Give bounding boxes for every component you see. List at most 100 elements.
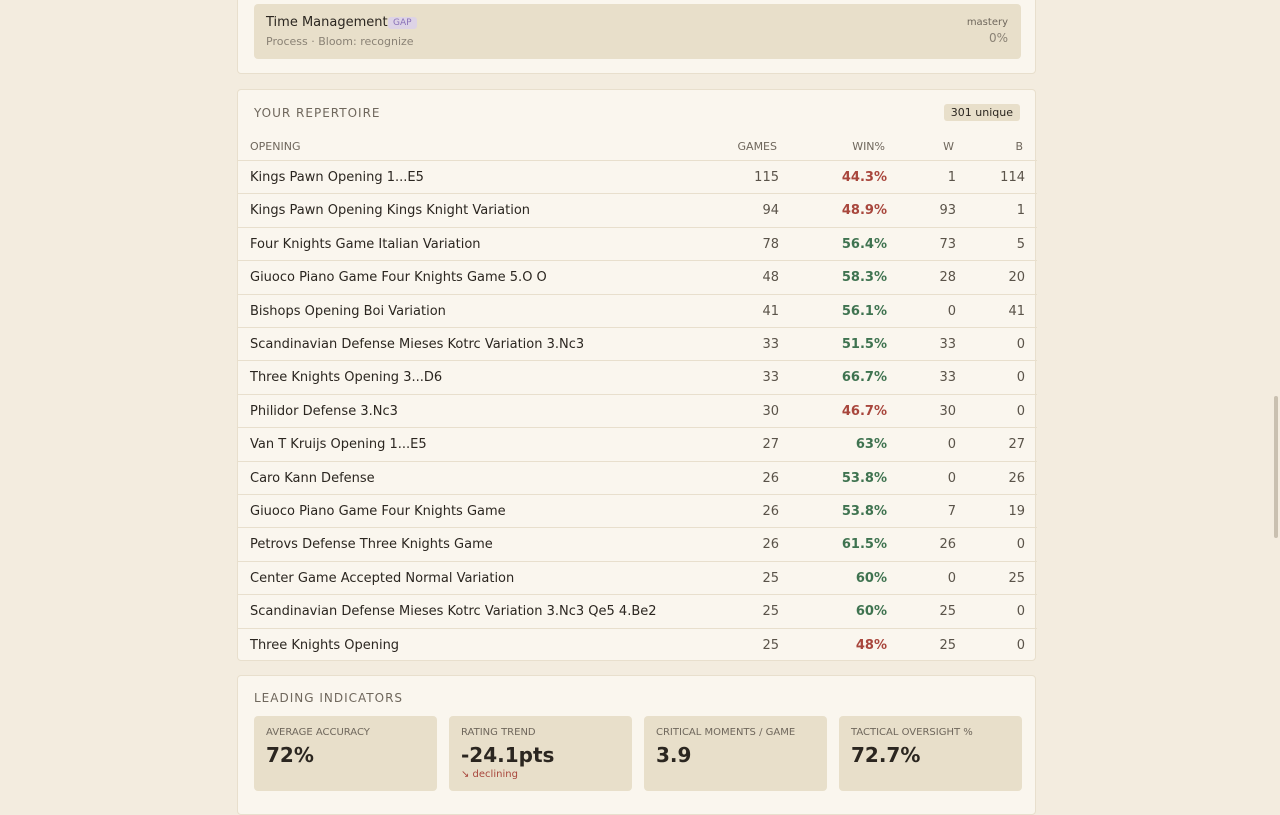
- opening-cell: Bishops Opening Boi Variation: [250, 303, 446, 319]
- win-rate-cell: 66.7%: [841, 370, 887, 386]
- opening-cell: Four Knights Game Italian Variation: [250, 236, 481, 252]
- goal-panel: Time Management GAP Process · Bloom: rec…: [237, 0, 1036, 74]
- opening-cell: Three Knights Opening 3...D6: [250, 370, 443, 386]
- games-cell: 94: [762, 203, 779, 219]
- games-cell: 30: [762, 403, 779, 419]
- indicator-card: CRITICAL MOMENTS / GAME 3.9: [644, 716, 827, 791]
- black-cell: 19: [1008, 504, 1025, 519]
- indicator-card: RATING TREND -24.1pts ↘ declining: [449, 716, 632, 791]
- indicator-value: 72%: [266, 743, 314, 767]
- white-cell: 0: [947, 437, 956, 453]
- table-row: Scandinavian Defense Mieses Kotrc Variat…: [238, 327, 1037, 361]
- opening-cell: Kings Pawn Opening Kings Knight Variatio…: [250, 203, 531, 219]
- games-cell: 25: [762, 637, 779, 653]
- scrollbar[interactable]: [1272, 0, 1280, 800]
- black-cell: 41: [1008, 303, 1025, 319]
- win-rate-cell: 58.3%: [841, 270, 887, 286]
- black-cell: 20: [1008, 270, 1025, 286]
- goal-title: Time Management: [266, 15, 388, 30]
- black-cell: 1: [1016, 203, 1025, 219]
- column-header: W: [943, 140, 954, 153]
- column-header: OPENING: [250, 140, 301, 153]
- black-cell: 25: [1008, 570, 1025, 586]
- white-cell: 73: [939, 236, 956, 252]
- black-cell: 0: [1016, 403, 1025, 419]
- win-rate-cell: 60%: [855, 570, 887, 586]
- opening-cell: Giuoco Piano Game Four Knights Game: [250, 504, 506, 519]
- win-rate-cell: 61.5%: [841, 537, 887, 553]
- mastery-value: 0%: [988, 31, 1008, 45]
- black-cell: 0: [1016, 604, 1025, 620]
- table-row: Van T Kruijs Opening 1...E5 27 63% 0 27: [238, 427, 1037, 461]
- indicator-card: AVERAGE ACCURACY 72%: [254, 716, 437, 791]
- indicator-note: ↘ declining: [461, 769, 518, 780]
- opening-cell: Caro Kann Defense: [250, 470, 375, 486]
- indicator-value: 72.7%: [851, 743, 921, 767]
- black-cell: 0: [1016, 637, 1025, 653]
- indicators-panel: LEADING INDICATORS AVERAGE ACCURACY 72% RA…: [237, 675, 1036, 815]
- goal-card: Time Management GAP Process · Bloom: rec…: [254, 4, 1021, 59]
- white-cell: 28: [939, 270, 956, 286]
- white-cell: 25: [939, 637, 956, 653]
- table-row: Three Knights Opening 25 48% 25 0: [238, 627, 1037, 662]
- opening-cell: Scandinavian Defense Mieses Kotrc Variat…: [250, 604, 657, 620]
- win-rate-cell: 51.5%: [841, 337, 887, 352]
- indicator-label: TACTICAL OVERSIGHT %: [851, 727, 973, 738]
- games-cell: 26: [762, 537, 779, 553]
- games-cell: 25: [762, 570, 779, 586]
- white-cell: 0: [947, 570, 956, 586]
- goal-tag: GAP: [388, 17, 417, 29]
- white-cell: 33: [939, 337, 956, 352]
- table-row: Three Knights Opening 3...D6 33 66.7% 33 0: [238, 360, 1037, 394]
- table-row: Caro Kann Defense 26 53.8% 0 26: [238, 460, 1037, 495]
- win-rate-cell: 56.4%: [841, 236, 887, 252]
- win-rate-cell: 44.3%: [841, 170, 887, 185]
- black-cell: 0: [1016, 370, 1025, 386]
- opening-cell: Center Game Accepted Normal Variation: [250, 570, 515, 586]
- games-cell: 26: [762, 470, 779, 486]
- repertoire-panel: YOUR REPERTOIRE 301 unique OPENING GAMES W…: [237, 89, 1037, 662]
- games-cell: 78: [762, 236, 779, 252]
- table-row: Center Game Accepted Normal Variation 25 6…: [238, 560, 1037, 595]
- table-row: Philidor Defense 3.Nc3 30 46.7% 30 0: [238, 393, 1037, 428]
- column-header: GAMES: [737, 140, 777, 153]
- table-row: Giuoco Piano Game Four Knights Game 5.O …: [238, 260, 1037, 294]
- games-cell: 33: [762, 337, 779, 352]
- opening-cell: Van T Kruijs Opening 1...E5: [250, 437, 427, 453]
- white-cell: 30: [939, 403, 956, 419]
- mastery-label: mastery: [966, 17, 1008, 28]
- black-cell: 26: [1008, 470, 1025, 486]
- indicator-label: AVERAGE ACCURACY: [266, 727, 370, 738]
- black-cell: 27: [1008, 437, 1025, 453]
- games-cell: 48: [762, 270, 779, 286]
- section-title: YOUR REPERTOIRE: [254, 106, 381, 120]
- win-rate-cell: 56.1%: [841, 303, 887, 319]
- win-rate-cell: 48%: [855, 637, 887, 653]
- win-rate-cell: 63%: [855, 437, 887, 453]
- games-cell: 26: [762, 504, 779, 519]
- table-row: Kings Pawn Opening 1...E5 115 44.3% 1 114: [238, 160, 1037, 194]
- games-cell: 115: [754, 170, 779, 185]
- indicator-label: RATING TREND: [461, 727, 536, 738]
- white-cell: 0: [947, 470, 956, 486]
- white-cell: 26: [939, 537, 956, 553]
- section-title: LEADING INDICATORS: [254, 691, 404, 705]
- games-cell: 41: [762, 303, 779, 319]
- white-cell: 33: [939, 370, 956, 386]
- win-rate-cell: 60%: [855, 604, 887, 620]
- opening-cell: Petrovs Defense Three Knights Game: [250, 537, 493, 553]
- indicator-label: CRITICAL MOMENTS / GAME: [656, 727, 796, 738]
- opening-cell: Philidor Defense 3.Nc3: [250, 403, 398, 419]
- table-row: Giuoco Piano Game Four Knights Game 26 53.…: [238, 494, 1037, 528]
- table-row: Petrovs Defense Three Knights Game 26 61.5…: [238, 527, 1037, 561]
- opening-cell: Three Knights Opening: [250, 637, 400, 653]
- white-cell: 7: [947, 504, 956, 519]
- table-row: Bishops Opening Boi Variation 41 56.1% 0 41: [238, 293, 1037, 328]
- scroll-thumb[interactable]: [1274, 396, 1278, 538]
- table-row: Scandinavian Defense Mieses Kotrc Variat…: [238, 594, 1037, 628]
- indicator-card: TACTICAL OVERSIGHT % 72.7%: [839, 716, 1022, 791]
- indicator-value: 3.9: [656, 743, 692, 767]
- white-cell: 0: [947, 303, 956, 319]
- white-cell: 1: [947, 170, 956, 185]
- win-rate-cell: 53.8%: [841, 470, 887, 486]
